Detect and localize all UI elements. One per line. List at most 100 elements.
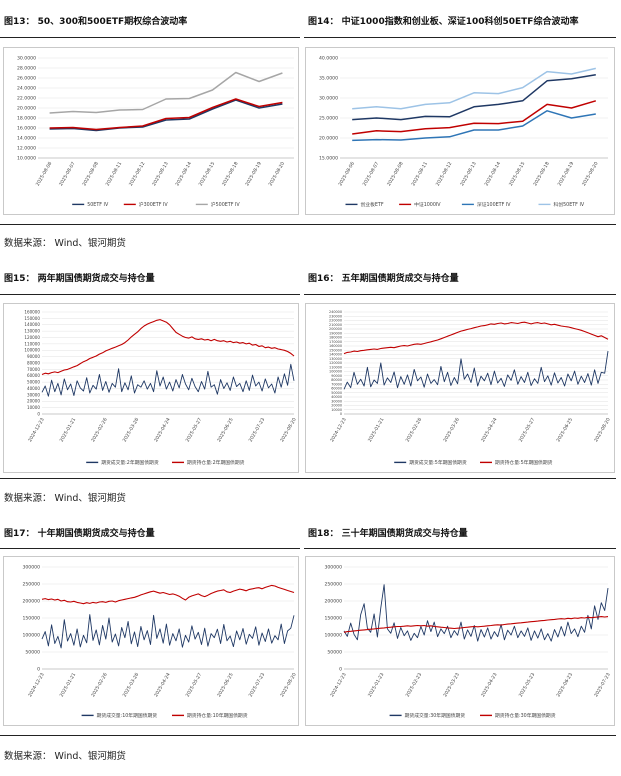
y-tick-label: 0 xyxy=(340,412,342,416)
series-line xyxy=(41,584,295,605)
x-tick-label: 2025-08-20 xyxy=(581,161,600,187)
y-tick-label: 20000 xyxy=(331,404,342,408)
x-tick-label: 2025-08-11 xyxy=(410,161,429,187)
title-divider xyxy=(304,37,616,38)
x-tick-label: 2024-12-23 xyxy=(329,417,348,443)
x-tick-label: 2025-08-13 xyxy=(151,161,170,187)
y-tick-label: 30.0000 xyxy=(319,96,338,102)
y-tick-label: 120000 xyxy=(24,335,40,340)
x-tick-label: 2025-04-24 xyxy=(480,417,499,443)
x-tick-label: 2025-08-15 xyxy=(198,161,217,187)
y-tick-label: 300000 xyxy=(324,565,342,571)
chart-panel-14: 15.0000 20.0000 25.0000 30.0000 35.0000 40.00… xyxy=(305,47,615,215)
y-tick-label: 10000 xyxy=(27,405,40,410)
chart-18-svg: 0 50000 100000 150000 200000 250000 300000 2024… xyxy=(324,565,612,719)
y-tick-label: 150000 xyxy=(329,348,342,352)
x-tick-label: 2025-04-24 xyxy=(153,672,172,698)
x-tick-label: 2024-12-23 xyxy=(329,672,348,698)
series-line xyxy=(352,74,596,121)
y-tick-label: 250000 xyxy=(324,582,342,588)
x-tick-label: 2025-08-18 xyxy=(532,161,551,187)
y-tick-label: 0 xyxy=(339,667,342,673)
x-tick-label: 2025-02-23 xyxy=(405,672,424,698)
y-tick-label: 170000 xyxy=(329,340,342,344)
y-tick-label: 110000 xyxy=(24,341,40,346)
y-tick-label: 140000 xyxy=(329,353,342,357)
y-tick-label: 200000 xyxy=(329,327,342,331)
y-tick-label: 10000 xyxy=(331,408,342,412)
y-tick-label: 0 xyxy=(37,667,40,673)
y-tick-label: 80000 xyxy=(331,378,342,382)
series-line xyxy=(41,363,295,397)
y-tick-label: 35.0000 xyxy=(319,76,338,82)
x-tick-label: 2025-08-18 xyxy=(221,161,240,187)
y-tick-label: 50000 xyxy=(327,650,342,656)
figure-17-title: 图17： 十年期国债期货成交与持仓量 xyxy=(4,529,155,539)
chart-16-svg: 0100002000030000400005000060000700008000… xyxy=(329,310,612,466)
legend-label: 期货成交量:5年期国债期货 xyxy=(409,459,467,466)
y-tick-label: 200000 xyxy=(324,599,342,605)
data-source-note: 数据来源： Wind、银河期货 xyxy=(4,238,126,249)
figure-16-title: 图16： 五年期国债期货成交与持仓量 xyxy=(308,274,459,284)
chart-14-svg: 15.0000 20.0000 25.0000 30.0000 35.0000 40.00… xyxy=(319,56,608,208)
x-tick-label: 2025-01-21 xyxy=(59,417,78,443)
x-tick-label: 2025-08-14 xyxy=(484,161,503,187)
x-tick-label: 2025-08-07 xyxy=(362,161,381,187)
x-tick-label: 2025-07-23 xyxy=(248,672,267,698)
x-tick-label: 2025-03-26 xyxy=(122,672,141,698)
y-tick-label: 100000 xyxy=(329,370,342,374)
y-tick-label: 18.0000 xyxy=(17,116,36,122)
x-tick-label: 2025-03-26 xyxy=(442,417,461,443)
x-tick-label: 2025-08-19 xyxy=(244,161,263,187)
x-tick-label: 2025-08-20 xyxy=(268,161,287,187)
x-tick-label: 2025-08-15 xyxy=(508,161,527,187)
y-tick-label: 220000 xyxy=(329,319,342,323)
legend-label: 中证1000IV xyxy=(414,201,441,208)
legend-label: 期货成交量:30年期国债期货 xyxy=(405,712,466,719)
series-line xyxy=(352,100,597,135)
series-line xyxy=(49,99,283,132)
x-tick-label: 2025-07-23 xyxy=(248,417,267,443)
title-divider xyxy=(304,548,616,549)
y-tick-label: 90000 xyxy=(27,354,40,359)
y-tick-label: 20.0000 xyxy=(17,106,36,112)
y-tick-label: 50000 xyxy=(27,380,40,385)
y-tick-label: 190000 xyxy=(329,331,342,335)
y-tick-label: 40.0000 xyxy=(319,56,338,62)
y-tick-label: 150000 xyxy=(324,616,342,622)
y-tick-label: 14.0000 xyxy=(17,136,36,142)
legend-label: 沪500ETF IV xyxy=(211,201,241,208)
y-tick-label: 160000 xyxy=(24,309,40,314)
x-tick-label: 2025-01-21 xyxy=(59,672,78,698)
legend-label: 创业板ETF xyxy=(361,201,384,208)
chart-panel-16: 0 10000 20000 30000 40000 50000 60000 70000 8000… xyxy=(305,303,615,473)
y-tick-label: 130000 xyxy=(24,329,40,334)
x-tick-label: 2024-12-23 xyxy=(27,417,46,443)
y-tick-label: 30.0000 xyxy=(17,56,36,62)
series-line xyxy=(352,67,596,110)
title-divider xyxy=(304,294,616,295)
series-line xyxy=(343,321,609,355)
y-tick-label: 70000 xyxy=(331,382,342,386)
y-tick-label: 70000 xyxy=(27,367,40,372)
chart-13-svg: 10.0000 12.0000 14.0000 16.0000 18.0000 20.00… xyxy=(17,56,294,208)
y-tick-label: 0 xyxy=(37,411,40,416)
legend-label: 深证100ETF IV xyxy=(477,201,511,208)
x-tick-label: 2025-08-06 xyxy=(35,161,54,187)
y-tick-label: 24.0000 xyxy=(17,86,36,92)
legend-label: 期货持仓量:30年期国债期货 xyxy=(495,712,556,719)
legend-label: 科创50ETF IV xyxy=(554,201,585,208)
section-divider xyxy=(0,478,616,479)
y-tick-label: 60000 xyxy=(27,373,40,378)
y-tick-label: 25.0000 xyxy=(319,116,338,122)
x-tick-label: 2025-08-07 xyxy=(58,161,77,187)
x-tick-label: 2025-08-12 xyxy=(435,161,454,187)
legend-label: 50ETF IV xyxy=(87,202,109,208)
y-tick-label: 26.0000 xyxy=(17,76,36,82)
y-tick-label: 160000 xyxy=(329,344,342,348)
legend-label: 期货成交量:10年期国债期货 xyxy=(97,712,158,719)
x-tick-label: 2025-07-23 xyxy=(593,672,612,698)
title-divider xyxy=(0,37,300,38)
x-tick-label: 2025-08-11 xyxy=(105,161,124,187)
